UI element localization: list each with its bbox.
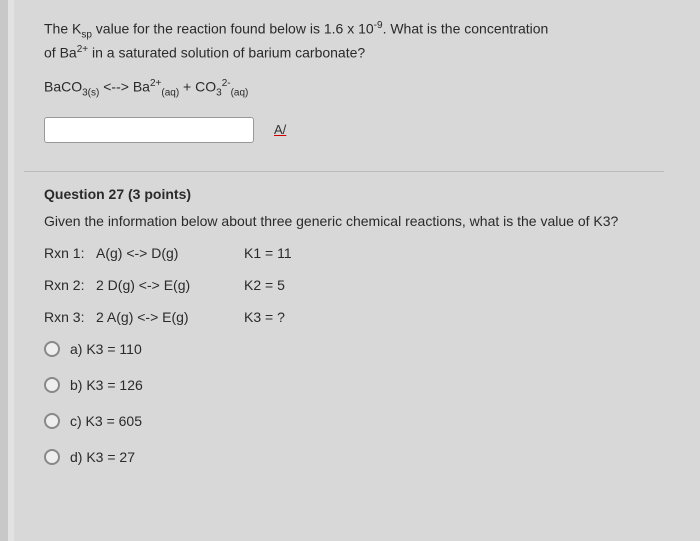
rxn-eq: A(g) <-> D(g) [96, 245, 244, 261]
eq-species: BaCO [44, 79, 82, 95]
eq-plus: + [179, 79, 195, 95]
eq-sub: (aq) [231, 88, 249, 99]
text-sup: -9 [374, 20, 383, 31]
text-sup: 2+ [77, 44, 88, 55]
rxn-eq: 2 A(g) <-> E(g) [96, 309, 244, 325]
option-label: a) K3 = 110 [70, 341, 142, 357]
rxn-label: Rxn 1: [44, 245, 96, 261]
options-group: a) K3 = 110 b) K3 = 126 c) K3 = 605 d) K… [44, 341, 664, 465]
radio-icon [44, 413, 60, 429]
radio-icon [44, 377, 60, 393]
q26-prompt: The Ksp value for the reaction found bel… [44, 18, 664, 64]
eq-sub: (aq) [161, 88, 179, 99]
eq-sup: 2- [222, 78, 231, 89]
option-c[interactable]: c) K3 = 605 [44, 413, 664, 429]
rxn-row: Rxn 3:2 A(g) <-> E(g)K3 = ? [44, 309, 664, 325]
rxn-k: K1 = 11 [244, 245, 292, 261]
eq-species: CO [195, 79, 216, 95]
option-label: c) K3 = 605 [70, 413, 142, 429]
text: of Ba [44, 45, 77, 61]
eq-species: Ba [133, 79, 150, 95]
option-a[interactable]: a) K3 = 110 [44, 341, 664, 357]
answer-row: A/ [44, 117, 664, 143]
radio-icon [44, 449, 60, 465]
rxn-eq: 2 D(g) <-> E(g) [96, 277, 244, 293]
eq-sup: 2+ [150, 78, 161, 89]
text: value for the reaction found below is 1.… [92, 21, 374, 37]
option-d[interactable]: d) K3 = 27 [44, 449, 664, 465]
eq-arrow: <--> [99, 79, 132, 95]
rxn-row: Rxn 2:2 D(g) <-> E(g)K2 = 5 [44, 277, 664, 293]
text-sub: sp [81, 29, 92, 40]
rxn-row: Rxn 1:A(g) <-> D(g)K1 = 11 [44, 245, 664, 261]
divider [24, 171, 664, 172]
rxn-k: K3 = ? [244, 309, 285, 325]
text: The K [44, 21, 81, 37]
option-b[interactable]: b) K3 = 126 [44, 377, 664, 393]
spellcheck-icon[interactable]: A/ [274, 122, 286, 137]
radio-icon [44, 341, 60, 357]
rxn-k: K2 = 5 [244, 277, 285, 293]
option-label: d) K3 = 27 [70, 449, 135, 465]
rxn-label: Rxn 3: [44, 309, 96, 325]
answer-input[interactable] [44, 117, 254, 143]
q27-header: Question 27 (3 points) [44, 186, 664, 202]
eq-sub: 3(s) [82, 88, 99, 99]
q26-equation: BaCO3(s) <--> Ba2+(aq) + CO32-(aq) [44, 78, 664, 98]
rxn-label: Rxn 2: [44, 277, 96, 293]
text: . What is the concentration [383, 21, 549, 37]
eq-sub: 3 [216, 88, 222, 99]
text: in a saturated solution of barium carbon… [88, 45, 365, 61]
q27-prompt: Given the information below about three … [44, 212, 624, 232]
option-label: b) K3 = 126 [70, 377, 143, 393]
